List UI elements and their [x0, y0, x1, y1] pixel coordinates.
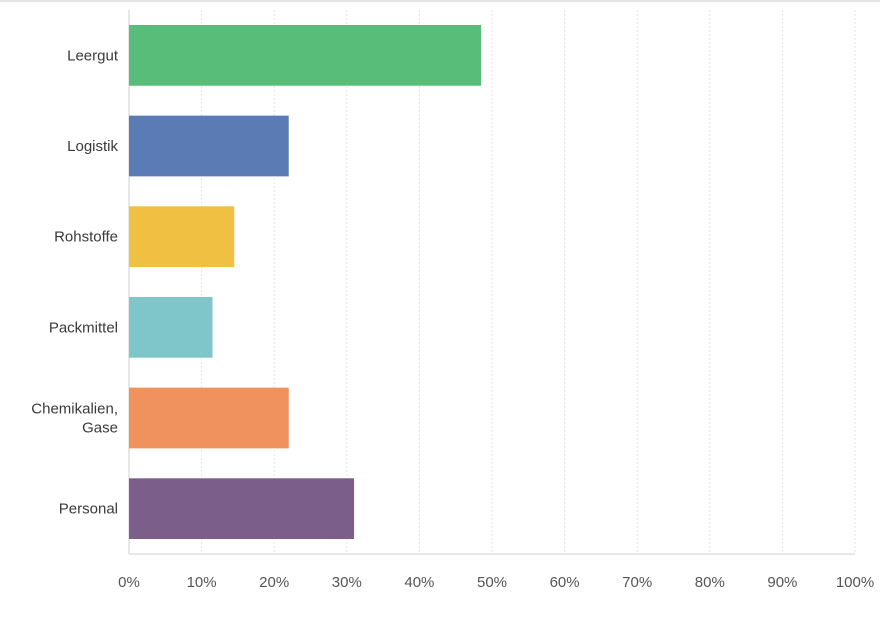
- x-tick-label-20: 20%: [259, 574, 289, 591]
- x-tick-label-50: 50%: [477, 574, 507, 591]
- x-tick-label-70: 70%: [622, 574, 652, 591]
- category-labels: Leergut Logistik Rohstoffe Packmittel Chemik…: [31, 47, 119, 517]
- bar-2[interactable]: [129, 115, 289, 177]
- category-label-3: Rohstoffe: [54, 229, 118, 246]
- grid-lines: [201, 10, 856, 554]
- x-tick-label-40: 40%: [404, 574, 434, 591]
- bar-5[interactable]: [129, 387, 289, 449]
- category-label-6: Personal: [59, 501, 118, 518]
- x-tick-label-100: 100%: [836, 574, 874, 591]
- bar-6[interactable]: [129, 478, 355, 540]
- x-tick-labels: 0% 10% 20% 30% 40% 50% 60% 70% 80% 90% 100%: [118, 574, 874, 591]
- x-tick-label-80: 80%: [695, 574, 725, 591]
- bars: [129, 24, 482, 540]
- top-divider: [0, 0, 880, 2]
- bar-3[interactable]: [129, 206, 235, 268]
- axes: [128, 10, 855, 555]
- x-tick-label-30: 30%: [332, 574, 362, 591]
- bar-1[interactable]: [129, 24, 482, 86]
- category-label-2: Logistik: [67, 138, 118, 155]
- category-label-1: Leergut: [67, 47, 119, 64]
- category-label-4: Packmittel: [49, 319, 118, 336]
- x-tick-label-10: 10%: [187, 574, 217, 591]
- x-tick-label-60: 60%: [550, 574, 580, 591]
- x-tick-label-0: 0%: [118, 574, 140, 591]
- x-tick-label-90: 90%: [767, 574, 797, 591]
- category-label-5: Chemikalien, Gase: [31, 401, 118, 437]
- bar-4[interactable]: [129, 296, 213, 358]
